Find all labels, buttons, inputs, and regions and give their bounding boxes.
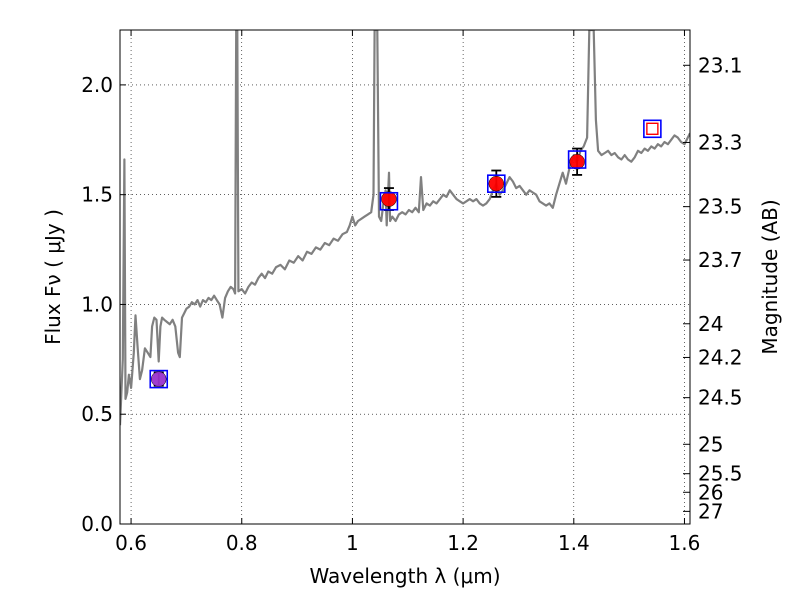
x-tick-label: 1.6 — [669, 531, 701, 555]
plot-frame — [119, 29, 691, 525]
plot-background — [120, 30, 690, 524]
observed-point — [488, 175, 505, 192]
y-tick-label: 1.0 — [81, 292, 113, 316]
right-tick-label: 26 — [698, 480, 723, 504]
right-tick-label: 23.1 — [698, 53, 743, 77]
x-tick-label: 0.6 — [115, 531, 147, 555]
right-axis-label: Magnitude (AB) — [758, 199, 782, 354]
y-tick-label: 1.5 — [81, 183, 113, 207]
observed-point — [150, 371, 167, 387]
y-tick-label: 2.0 — [81, 73, 113, 97]
y-axis-label: Flux Fν ( μJy ) — [41, 209, 65, 345]
right-tick-label: 25.5 — [698, 462, 743, 486]
right-tick-label: 25 — [698, 432, 723, 456]
right-tick-label: 24.2 — [698, 345, 743, 369]
right-tick-label: 23.7 — [698, 248, 743, 272]
y-tick-label: 0.0 — [81, 512, 113, 536]
observed-point — [569, 153, 585, 170]
model-photometry-point — [379, 191, 399, 211]
model-spectrum-line — [120, 30, 690, 426]
tick-group: 0.6 0.8 1 1.2 1.4 1.6 0.0 0.5 1.0 1.5 2.0 23.1 23.3 2… — [81, 30, 743, 555]
y-tick-label: 0.5 — [81, 402, 113, 426]
x-tick-label: 0.8 — [226, 531, 258, 555]
x-tick-label: 1 — [346, 531, 359, 555]
model-photometry-point — [643, 119, 662, 139]
right-tick-label: 24.5 — [698, 386, 743, 410]
plot-series — [120, 30, 690, 426]
observed-point — [381, 191, 397, 207]
model-photometry-point — [567, 150, 587, 169]
x-tick-label: 1.2 — [447, 531, 479, 555]
right-tick-label: 23.3 — [698, 130, 743, 154]
right-tick-label: 24 — [698, 312, 723, 336]
x-axis-label: Wavelength λ (μm) — [309, 564, 500, 588]
model-photometry-inner-marker — [646, 122, 659, 136]
right-tick-label: 27 — [698, 499, 723, 523]
right-tick-label: 23.5 — [698, 195, 743, 219]
model-photometry-point — [149, 369, 169, 389]
x-tick-label: 1.4 — [558, 531, 590, 555]
model-photometry-point — [487, 174, 506, 193]
